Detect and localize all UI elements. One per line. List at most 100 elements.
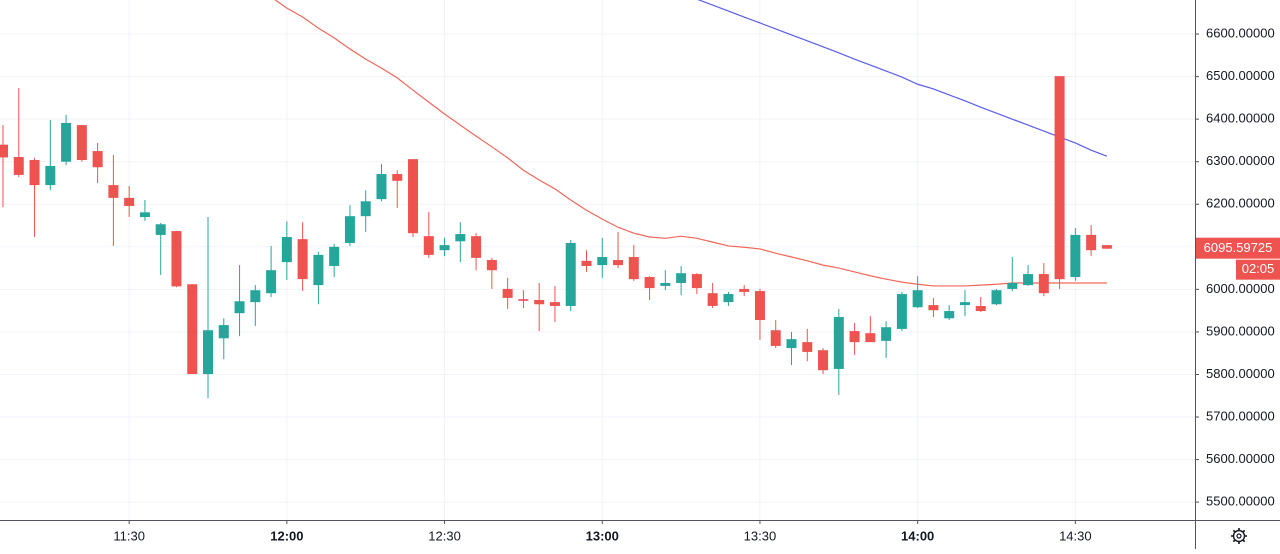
candle-body: [92, 151, 103, 168]
axes: 5500.00000 5600.00000 5700.00000 5800.00000…: [113, 25, 1280, 543]
candle-body: [486, 260, 497, 271]
settings-icon[interactable]: [1231, 528, 1247, 544]
candle-body: [76, 125, 87, 160]
candle-body: [865, 333, 876, 343]
plot-area: [0, 0, 1112, 399]
candle-body: [818, 350, 829, 371]
candle-body: [707, 293, 718, 306]
candle-body: [218, 325, 229, 339]
y-tick-label: 5600.00000: [1206, 451, 1275, 466]
candle-body: [108, 185, 119, 198]
candle-body: [250, 290, 261, 303]
candle-body: [896, 294, 907, 329]
candle-body: [676, 273, 687, 283]
candle-body: [0, 144, 8, 158]
x-tick-label: 13:30: [744, 528, 777, 543]
candle-body: [313, 254, 324, 286]
y-tick-label: 5900.00000: [1206, 323, 1275, 338]
candle-body: [329, 246, 340, 266]
x-tick-label: 11:30: [113, 528, 145, 543]
candle-body: [1070, 234, 1081, 278]
candle-body: [613, 260, 624, 266]
candle-body: [1007, 282, 1018, 289]
x-tick-label: 12:00: [270, 528, 303, 543]
y-tick-label: 6300.00000: [1206, 153, 1275, 168]
candle-body: [644, 277, 655, 289]
x-tick-label: 13:00: [586, 528, 619, 543]
x-tick-label: 14:00: [901, 528, 934, 543]
candle-body: [187, 284, 198, 375]
y-tick-label: 6600.00000: [1206, 25, 1275, 40]
candle-body: [360, 201, 371, 217]
candle-body: [455, 234, 466, 242]
candle-body: [439, 245, 450, 251]
candle-body: [392, 174, 403, 181]
y-tick-label: 5800.00000: [1206, 366, 1275, 381]
candle-body: [471, 236, 482, 258]
candle-body: [408, 159, 419, 234]
candle-body: [786, 339, 797, 349]
candle-body: [203, 330, 214, 375]
candle-body: [376, 174, 387, 200]
candle-body: [944, 311, 955, 319]
last-price-tag: [1196, 237, 1280, 259]
candle-body: [281, 237, 292, 263]
candle-body: [502, 288, 513, 298]
y-tick-label: 5500.00000: [1206, 494, 1275, 509]
countdown-label: 02:05: [1242, 261, 1275, 276]
candle-body: [660, 282, 671, 286]
candle-body: [234, 301, 245, 314]
candle-body: [565, 242, 576, 306]
candle-body: [581, 260, 592, 266]
candle-body: [423, 236, 434, 255]
candle-body: [991, 290, 1002, 305]
candle-body: [29, 160, 40, 186]
candle-body: [518, 299, 529, 301]
candle-body: [1023, 274, 1034, 286]
gear-hub: [1236, 533, 1242, 539]
candle-body: [691, 274, 702, 289]
candle-body: [297, 239, 308, 280]
candle-body: [739, 288, 750, 292]
candle-body: [912, 290, 923, 308]
candle-body: [959, 302, 970, 306]
candle-body: [802, 342, 813, 352]
x-tick-label: 12:30: [428, 528, 461, 543]
candle-body: [1086, 234, 1097, 251]
x-tick-label: 14:30: [1059, 528, 1092, 543]
candle-body: [124, 197, 135, 206]
gear-teeth: [1231, 528, 1247, 544]
y-tick-label: 6000.00000: [1206, 281, 1275, 296]
last-price-label: 6095.59725: [1204, 240, 1273, 255]
candle-body: [266, 270, 277, 294]
candle-body: [628, 257, 639, 280]
candle-body: [13, 157, 24, 175]
candle-body: [1038, 274, 1049, 294]
candle-body: [155, 224, 166, 235]
y-tick-label: 6400.00000: [1206, 111, 1275, 126]
candle-body: [171, 231, 182, 287]
candle-body: [139, 212, 150, 218]
candle-body: [1054, 76, 1065, 280]
moving-average-line: [697, 0, 1108, 157]
candle-body: [61, 122, 72, 162]
countdown-tag: [1236, 259, 1280, 280]
candle-body: [344, 216, 355, 243]
candle-body: [754, 291, 765, 320]
candle-body: [549, 302, 560, 306]
candle-body: [833, 317, 844, 369]
candle-body: [975, 305, 986, 312]
candle-body: [1101, 245, 1112, 249]
y-tick-label: 6200.00000: [1206, 196, 1275, 211]
candle-body: [45, 165, 56, 186]
moving-average-line: [274, 0, 1107, 287]
y-tick-label: 6500.00000: [1206, 68, 1275, 83]
candle-body: [881, 327, 892, 341]
candle-body: [928, 305, 939, 311]
candle-body: [534, 300, 545, 305]
candle-body: [849, 331, 860, 343]
candle-body: [723, 294, 734, 303]
candle-body: [597, 257, 608, 266]
